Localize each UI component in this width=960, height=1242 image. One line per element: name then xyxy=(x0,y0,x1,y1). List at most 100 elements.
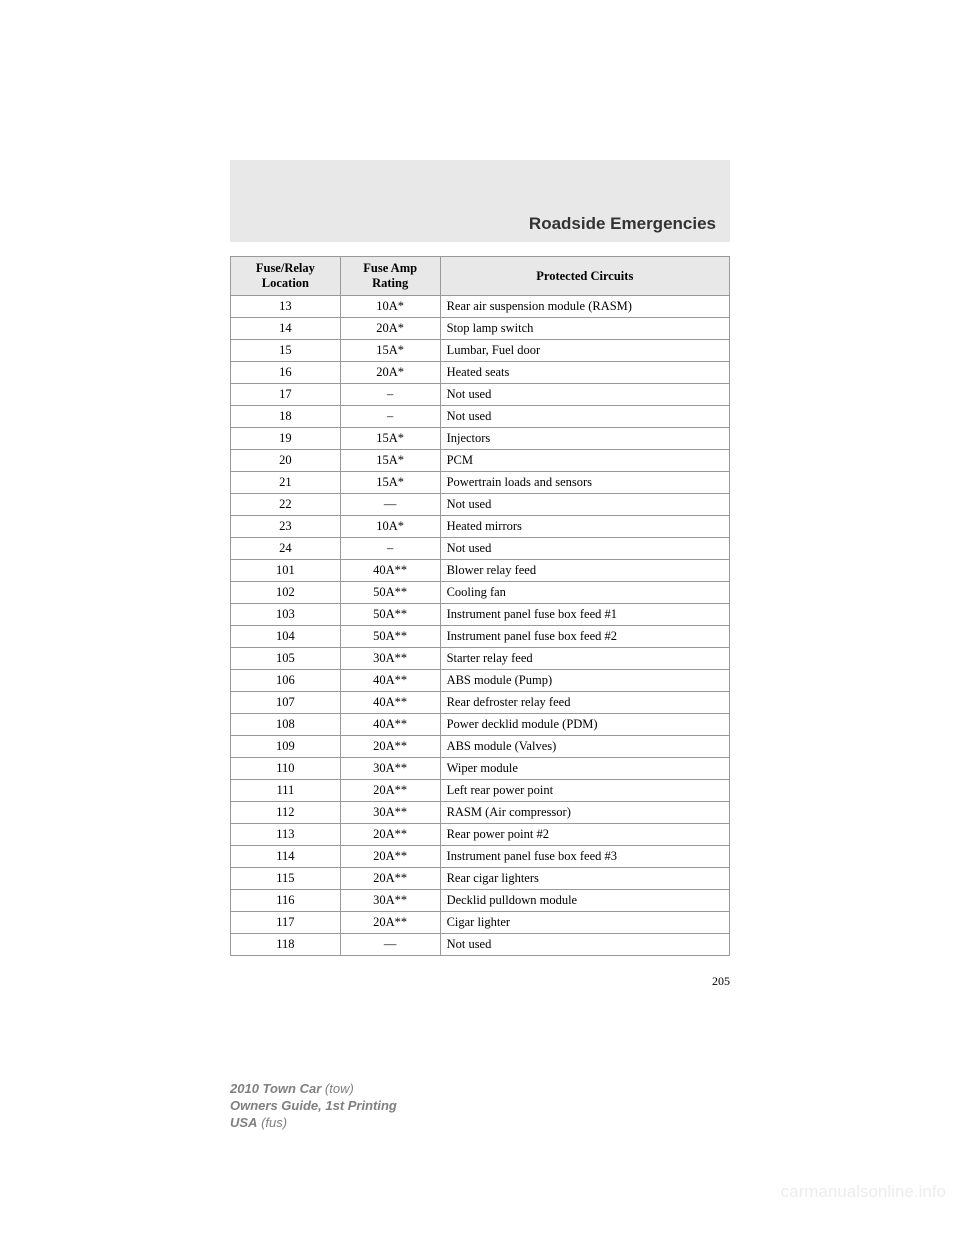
cell-amp: 50A** xyxy=(340,626,440,648)
table-row: 2310A*Heated mirrors xyxy=(231,516,730,538)
cell-amp: — xyxy=(340,494,440,516)
cell-location: 118 xyxy=(231,934,341,956)
footer-region: USA xyxy=(230,1115,257,1130)
cell-amp: 15A* xyxy=(340,428,440,450)
cell-location: 101 xyxy=(231,560,341,582)
cell-amp: – xyxy=(340,538,440,560)
footer-line-3: USA (fus) xyxy=(230,1115,397,1132)
cell-circuit: Heated mirrors xyxy=(440,516,729,538)
cell-location: 110 xyxy=(231,758,341,780)
cell-location: 24 xyxy=(231,538,341,560)
cell-location: 112 xyxy=(231,802,341,824)
cell-location: 21 xyxy=(231,472,341,494)
cell-amp: 20A** xyxy=(340,868,440,890)
cell-circuit: Powertrain loads and sensors xyxy=(440,472,729,494)
table-row: 1515A*Lumbar, Fuel door xyxy=(231,340,730,362)
cell-circuit: ABS module (Pump) xyxy=(440,670,729,692)
cell-amp: 20A* xyxy=(340,362,440,384)
cell-circuit: Not used xyxy=(440,384,729,406)
table-row: 10250A**Cooling fan xyxy=(231,582,730,604)
cell-circuit: ABS module (Valves) xyxy=(440,736,729,758)
table-row: 24–Not used xyxy=(231,538,730,560)
cell-amp: 40A** xyxy=(340,670,440,692)
col-header-location: Fuse/Relay Location xyxy=(231,257,341,296)
cell-circuit: Decklid pulldown module xyxy=(440,890,729,912)
cell-circuit: Instrument panel fuse box feed #1 xyxy=(440,604,729,626)
cell-location: 102 xyxy=(231,582,341,604)
table-row: 10840A**Power decklid module (PDM) xyxy=(231,714,730,736)
cell-circuit: Instrument panel fuse box feed #3 xyxy=(440,846,729,868)
section-header-block: Roadside Emergencies xyxy=(230,160,730,242)
cell-location: 20 xyxy=(231,450,341,472)
footer-line-1: 2010 Town Car (tow) xyxy=(230,1081,397,1098)
cell-location: 23 xyxy=(231,516,341,538)
cell-location: 17 xyxy=(231,384,341,406)
cell-location: 109 xyxy=(231,736,341,758)
cell-location: 116 xyxy=(231,890,341,912)
table-row: 1420A*Stop lamp switch xyxy=(231,318,730,340)
table-row: 10530A**Starter relay feed xyxy=(231,648,730,670)
cell-amp: 20A** xyxy=(340,736,440,758)
cell-location: 111 xyxy=(231,780,341,802)
cell-location: 107 xyxy=(231,692,341,714)
cell-circuit: Rear air suspension module (RASM) xyxy=(440,296,729,318)
cell-location: 103 xyxy=(231,604,341,626)
cell-circuit: Power decklid module (PDM) xyxy=(440,714,729,736)
cell-amp: 30A** xyxy=(340,648,440,670)
cell-location: 13 xyxy=(231,296,341,318)
table-row: 10350A**Instrument panel fuse box feed #… xyxy=(231,604,730,626)
cell-amp: 20A** xyxy=(340,912,440,934)
table-row: 11230A**RASM (Air compressor) xyxy=(231,802,730,824)
cell-circuit: Blower relay feed xyxy=(440,560,729,582)
section-title: Roadside Emergencies xyxy=(529,214,716,234)
cell-circuit: RASM (Air compressor) xyxy=(440,802,729,824)
table-row: 1915A*Injectors xyxy=(231,428,730,450)
cell-location: 14 xyxy=(231,318,341,340)
footer-model-code: (tow) xyxy=(321,1081,354,1096)
table-row: 1310A*Rear air suspension module (RASM) xyxy=(231,296,730,318)
table-row: 18–Not used xyxy=(231,406,730,428)
cell-amp: 40A** xyxy=(340,692,440,714)
cell-amp: 15A* xyxy=(340,450,440,472)
col-header-amp: Fuse Amp Rating xyxy=(340,257,440,296)
cell-location: 104 xyxy=(231,626,341,648)
cell-circuit: Starter relay feed xyxy=(440,648,729,670)
cell-circuit: Not used xyxy=(440,406,729,428)
table-row: 11120A**Left rear power point xyxy=(231,780,730,802)
cell-amp: 40A** xyxy=(340,714,440,736)
footer-region-code: (fus) xyxy=(257,1115,287,1130)
cell-amp: 20A** xyxy=(340,780,440,802)
table-header-row: Fuse/Relay Location Fuse Amp Rating Prot… xyxy=(231,257,730,296)
table-row: 118—Not used xyxy=(231,934,730,956)
table-row: 10640A**ABS module (Pump) xyxy=(231,670,730,692)
cell-amp: 20A** xyxy=(340,846,440,868)
cell-circuit: Not used xyxy=(440,494,729,516)
cell-location: 113 xyxy=(231,824,341,846)
table-row: 10920A**ABS module (Valves) xyxy=(231,736,730,758)
cell-amp: 15A* xyxy=(340,340,440,362)
cell-circuit: Heated seats xyxy=(440,362,729,384)
cell-location: 117 xyxy=(231,912,341,934)
cell-amp: 50A** xyxy=(340,582,440,604)
table-row: 10740A**Rear defroster relay feed xyxy=(231,692,730,714)
table-row: 11720A**Cigar lighter xyxy=(231,912,730,934)
cell-circuit: Instrument panel fuse box feed #2 xyxy=(440,626,729,648)
cell-location: 115 xyxy=(231,868,341,890)
cell-location: 19 xyxy=(231,428,341,450)
table-row: 11320A**Rear power point #2 xyxy=(231,824,730,846)
table-row: 11520A**Rear cigar lighters xyxy=(231,868,730,890)
cell-amp: 50A** xyxy=(340,604,440,626)
footer-model: 2010 Town Car xyxy=(230,1081,321,1096)
footer-line-2: Owners Guide, 1st Printing xyxy=(230,1098,397,1115)
cell-amp: 20A* xyxy=(340,318,440,340)
table-row: 17–Not used xyxy=(231,384,730,406)
cell-amp: 10A* xyxy=(340,296,440,318)
table-row: 10140A**Blower relay feed xyxy=(231,560,730,582)
fuse-table: Fuse/Relay Location Fuse Amp Rating Prot… xyxy=(230,256,730,956)
cell-amp: 20A** xyxy=(340,824,440,846)
cell-circuit: PCM xyxy=(440,450,729,472)
table-row: 2015A*PCM xyxy=(231,450,730,472)
table-row: 22—Not used xyxy=(231,494,730,516)
table-row: 11030A**Wiper module xyxy=(231,758,730,780)
cell-circuit: Rear power point #2 xyxy=(440,824,729,846)
